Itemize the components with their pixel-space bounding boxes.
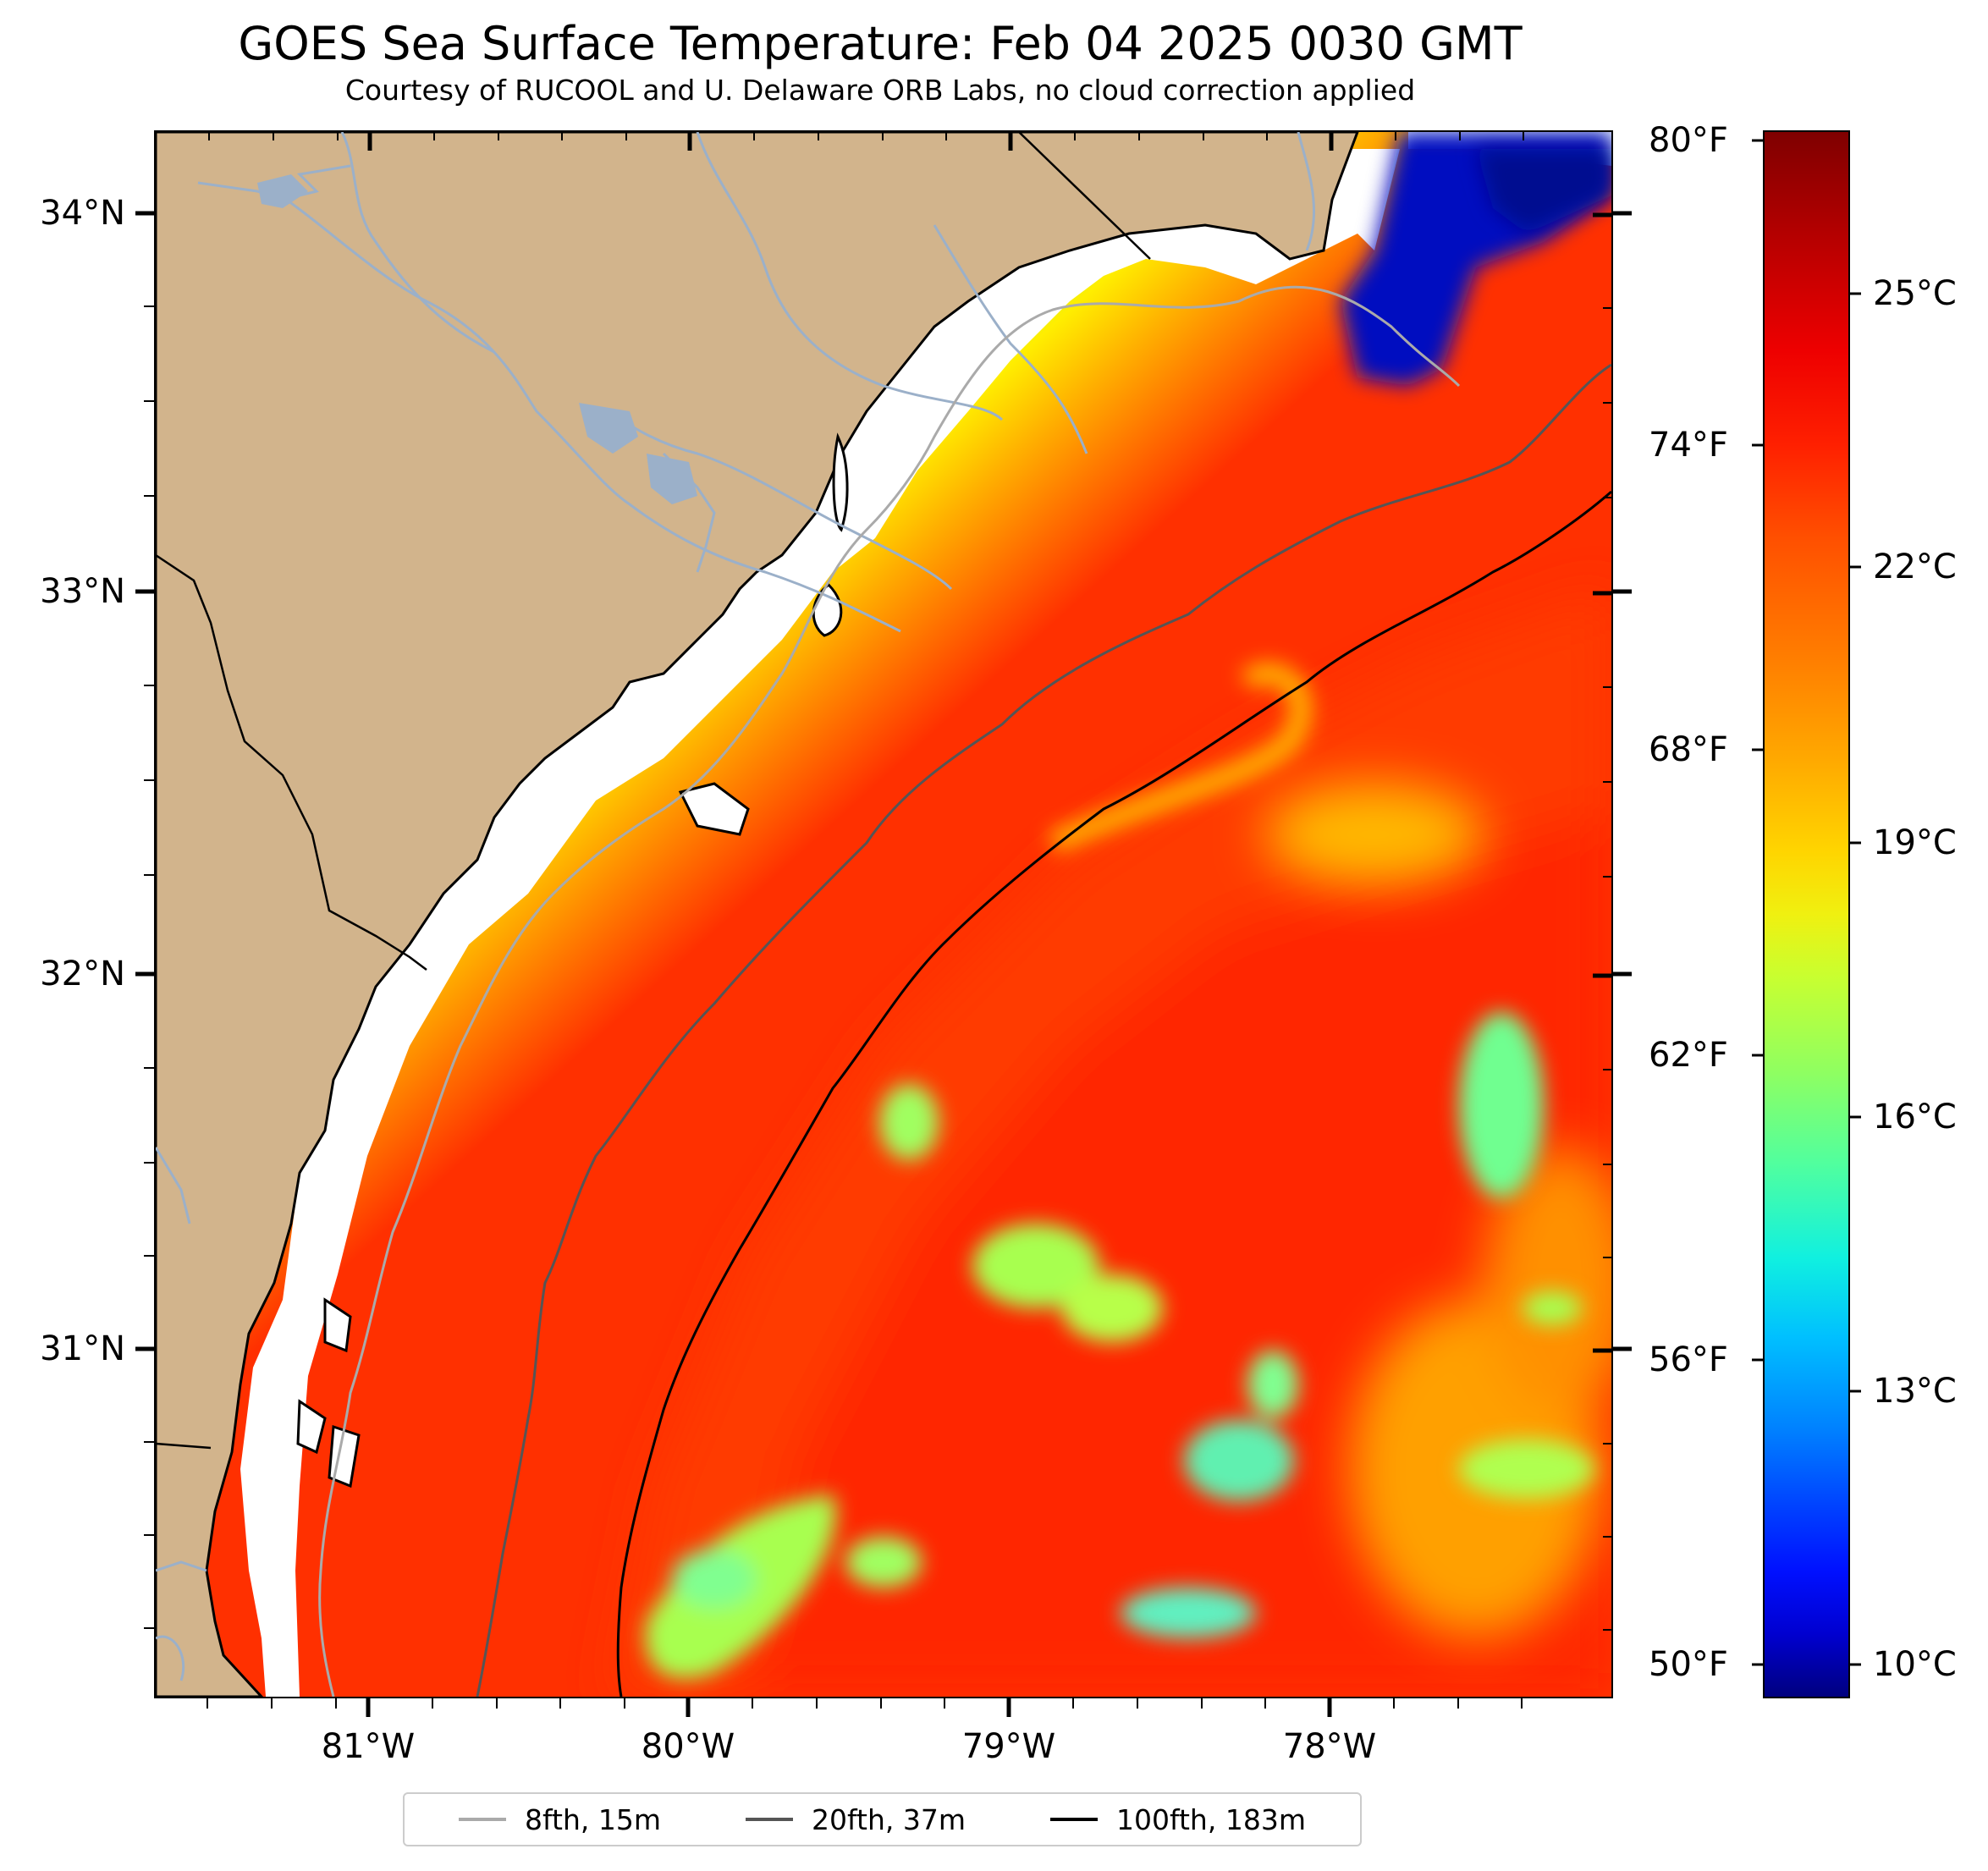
- cloud-patches: [645, 1012, 1594, 1679]
- colorbar-c-label-22: 22°C: [1873, 548, 1957, 586]
- state-boundaries: [156, 132, 1151, 1450]
- lat-label-34n: 34°N: [40, 194, 125, 233]
- legend-swatch-8fth: [458, 1818, 506, 1821]
- legend-label-100fth: 100fth, 183m: [1115, 1802, 1306, 1836]
- longitude-major-ticks: [367, 132, 1334, 151]
- legend-label-20fth: 20fth, 37m: [811, 1802, 966, 1836]
- legend-item-100fth: 100fth, 183m: [1049, 1802, 1306, 1836]
- colorbar-f-label-62: 62°F: [1649, 1036, 1728, 1075]
- colorbar-f-label-68: 68°F: [1649, 730, 1728, 769]
- colorbar-c-label-16: 16°C: [1873, 1098, 1957, 1136]
- legend-item-8fth: 8fth, 15m: [458, 1802, 661, 1836]
- colorbar-c-label-19: 19°C: [1873, 823, 1957, 862]
- map-title: GOES Sea Surface Temperature: Feb 04 202…: [238, 17, 1523, 70]
- eddy-swirl: [1048, 662, 1313, 853]
- legend-item-20fth: 20fth, 37m: [745, 1802, 966, 1836]
- lon-label-80w: 80°W: [641, 1727, 735, 1766]
- colorbar-f-label-56: 56°F: [1649, 1340, 1728, 1379]
- legend-label-8fth: 8fth, 15m: [524, 1802, 661, 1836]
- latitude-major-ticks: [1593, 212, 1611, 1353]
- sst-map: [154, 130, 1613, 1698]
- lat-label-32n: 32°N: [40, 955, 125, 993]
- colorbar-c-label-13: 13°C: [1873, 1372, 1957, 1411]
- land-mass: [156, 132, 1359, 1697]
- colorbar-f-label-80: 80°F: [1649, 121, 1728, 160]
- rivers: [156, 132, 1316, 1681]
- lon-label-78w: 78°W: [1282, 1727, 1377, 1766]
- longitude-minor-ticks: [208, 132, 1524, 140]
- lat-label-31n: 31°N: [40, 1329, 125, 1368]
- lat-label-33n: 33°N: [40, 572, 125, 611]
- legend-swatch-20fth: [745, 1818, 793, 1821]
- colorbar-c-label-10: 10°C: [1873, 1645, 1957, 1684]
- contour-legend: 8fth, 15m 20fth, 37m 100fth, 183m: [403, 1792, 1362, 1846]
- latitude-minor-ticks: [1603, 307, 1611, 1631]
- contour-8fth-15m: [318, 285, 1461, 1697]
- contour-20fth-37m: [476, 363, 1611, 1697]
- lon-label-79w: 79°W: [961, 1727, 1056, 1766]
- lakes: [257, 174, 697, 504]
- contour-100fth-183m: [616, 490, 1611, 1697]
- lon-label-81w: 81°W: [321, 1727, 416, 1766]
- legend-swatch-100fth: [1049, 1818, 1098, 1821]
- colorbar-c-label-25: 25°C: [1873, 274, 1957, 313]
- colorbar-f-label-74: 74°F: [1649, 426, 1728, 465]
- colorbar-f-label-50: 50°F: [1649, 1645, 1728, 1684]
- sst-map-canvas: [156, 132, 1611, 1697]
- map-subtitle: Courtesy of RUCOOL and U. Delaware ORB L…: [344, 74, 1416, 107]
- coastal-no-data: [240, 132, 1611, 1697]
- temperature-colorbar: [1763, 130, 1850, 1698]
